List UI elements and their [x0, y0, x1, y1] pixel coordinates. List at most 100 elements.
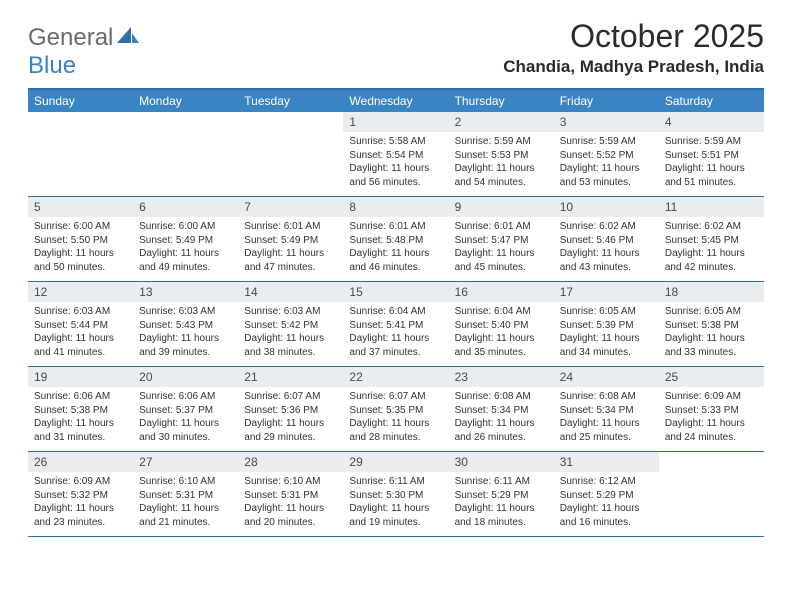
day-number	[659, 452, 764, 470]
sunrise-text: Sunrise: 6:11 AM	[455, 475, 548, 489]
day-number: 20	[133, 367, 238, 387]
day-cell: 5Sunrise: 6:00 AMSunset: 5:50 PMDaylight…	[28, 197, 133, 281]
day-cell: 21Sunrise: 6:07 AMSunset: 5:36 PMDayligh…	[238, 367, 343, 451]
daylight-text: Daylight: 11 hours and 25 minutes.	[560, 417, 653, 444]
sunrise-text: Sunrise: 6:11 AM	[349, 475, 442, 489]
day-number: 12	[28, 282, 133, 302]
daylight-text: Daylight: 11 hours and 29 minutes.	[244, 417, 337, 444]
daylight-text: Daylight: 11 hours and 51 minutes.	[665, 162, 758, 189]
empty-cell	[659, 452, 764, 536]
day-details: Sunrise: 6:07 AMSunset: 5:36 PMDaylight:…	[238, 387, 343, 450]
weekday-sunday: Sunday	[28, 90, 133, 112]
day-details: Sunrise: 6:03 AMSunset: 5:43 PMDaylight:…	[133, 302, 238, 365]
sunset-text: Sunset: 5:45 PM	[665, 234, 758, 248]
day-details: Sunrise: 6:00 AMSunset: 5:49 PMDaylight:…	[133, 217, 238, 280]
day-number: 24	[554, 367, 659, 387]
day-number: 11	[659, 197, 764, 217]
day-details: Sunrise: 6:11 AMSunset: 5:29 PMDaylight:…	[449, 472, 554, 535]
sunset-text: Sunset: 5:44 PM	[34, 319, 127, 333]
daylight-text: Daylight: 11 hours and 50 minutes.	[34, 247, 127, 274]
day-number: 25	[659, 367, 764, 387]
weekday-tuesday: Tuesday	[238, 90, 343, 112]
day-cell: 4Sunrise: 5:59 AMSunset: 5:51 PMDaylight…	[659, 112, 764, 196]
daylight-text: Daylight: 11 hours and 31 minutes.	[34, 417, 127, 444]
day-cell: 13Sunrise: 6:03 AMSunset: 5:43 PMDayligh…	[133, 282, 238, 366]
day-details: Sunrise: 6:12 AMSunset: 5:29 PMDaylight:…	[554, 472, 659, 535]
day-number: 16	[449, 282, 554, 302]
day-cell: 6Sunrise: 6:00 AMSunset: 5:49 PMDaylight…	[133, 197, 238, 281]
daylight-text: Daylight: 11 hours and 54 minutes.	[455, 162, 548, 189]
daylight-text: Daylight: 11 hours and 21 minutes.	[139, 502, 232, 529]
day-cell: 18Sunrise: 6:05 AMSunset: 5:38 PMDayligh…	[659, 282, 764, 366]
daylight-text: Daylight: 11 hours and 39 minutes.	[139, 332, 232, 359]
sunrise-text: Sunrise: 5:59 AM	[455, 135, 548, 149]
weekday-monday: Monday	[133, 90, 238, 112]
daylight-text: Daylight: 11 hours and 30 minutes.	[139, 417, 232, 444]
sunrise-text: Sunrise: 6:08 AM	[560, 390, 653, 404]
day-number: 26	[28, 452, 133, 472]
sunset-text: Sunset: 5:36 PM	[244, 404, 337, 418]
sunset-text: Sunset: 5:40 PM	[455, 319, 548, 333]
sunset-text: Sunset: 5:31 PM	[244, 489, 337, 503]
day-cell: 17Sunrise: 6:05 AMSunset: 5:39 PMDayligh…	[554, 282, 659, 366]
sunset-text: Sunset: 5:37 PM	[139, 404, 232, 418]
sunrise-text: Sunrise: 6:04 AM	[455, 305, 548, 319]
day-details: Sunrise: 6:03 AMSunset: 5:44 PMDaylight:…	[28, 302, 133, 365]
sunset-text: Sunset: 5:49 PM	[244, 234, 337, 248]
sunrise-text: Sunrise: 6:02 AM	[665, 220, 758, 234]
day-number: 30	[449, 452, 554, 472]
week-row: 12Sunrise: 6:03 AMSunset: 5:44 PMDayligh…	[28, 282, 764, 367]
day-cell: 28Sunrise: 6:10 AMSunset: 5:31 PMDayligh…	[238, 452, 343, 536]
daylight-text: Daylight: 11 hours and 43 minutes.	[560, 247, 653, 274]
sunrise-text: Sunrise: 6:03 AM	[34, 305, 127, 319]
empty-cell	[28, 112, 133, 196]
daylight-text: Daylight: 11 hours and 16 minutes.	[560, 502, 653, 529]
day-number	[238, 112, 343, 130]
daylight-text: Daylight: 11 hours and 37 minutes.	[349, 332, 442, 359]
sunset-text: Sunset: 5:38 PM	[34, 404, 127, 418]
empty-cell	[238, 112, 343, 196]
day-cell: 7Sunrise: 6:01 AMSunset: 5:49 PMDaylight…	[238, 197, 343, 281]
day-details: Sunrise: 6:08 AMSunset: 5:34 PMDaylight:…	[449, 387, 554, 450]
sunrise-text: Sunrise: 6:04 AM	[349, 305, 442, 319]
daylight-text: Daylight: 11 hours and 35 minutes.	[455, 332, 548, 359]
day-cell: 24Sunrise: 6:08 AMSunset: 5:34 PMDayligh…	[554, 367, 659, 451]
day-number: 13	[133, 282, 238, 302]
empty-cell	[133, 112, 238, 196]
day-cell: 23Sunrise: 6:08 AMSunset: 5:34 PMDayligh…	[449, 367, 554, 451]
sunrise-text: Sunrise: 6:03 AM	[244, 305, 337, 319]
day-cell: 20Sunrise: 6:06 AMSunset: 5:37 PMDayligh…	[133, 367, 238, 451]
sunrise-text: Sunrise: 6:09 AM	[34, 475, 127, 489]
sunrise-text: Sunrise: 6:09 AM	[665, 390, 758, 404]
weekday-wednesday: Wednesday	[343, 90, 448, 112]
sunset-text: Sunset: 5:41 PM	[349, 319, 442, 333]
daylight-text: Daylight: 11 hours and 42 minutes.	[665, 247, 758, 274]
day-number: 14	[238, 282, 343, 302]
sunrise-text: Sunrise: 6:10 AM	[244, 475, 337, 489]
sunrise-text: Sunrise: 6:01 AM	[349, 220, 442, 234]
weekday-header: SundayMondayTuesdayWednesdayThursdayFrid…	[28, 90, 764, 112]
daylight-text: Daylight: 11 hours and 53 minutes.	[560, 162, 653, 189]
sunset-text: Sunset: 5:50 PM	[34, 234, 127, 248]
sunset-text: Sunset: 5:32 PM	[34, 489, 127, 503]
sunrise-text: Sunrise: 6:06 AM	[34, 390, 127, 404]
day-details: Sunrise: 6:01 AMSunset: 5:49 PMDaylight:…	[238, 217, 343, 280]
daylight-text: Daylight: 11 hours and 18 minutes.	[455, 502, 548, 529]
sunset-text: Sunset: 5:46 PM	[560, 234, 653, 248]
day-details: Sunrise: 5:59 AMSunset: 5:51 PMDaylight:…	[659, 132, 764, 195]
day-details: Sunrise: 6:03 AMSunset: 5:42 PMDaylight:…	[238, 302, 343, 365]
sunset-text: Sunset: 5:38 PM	[665, 319, 758, 333]
day-details: Sunrise: 6:08 AMSunset: 5:34 PMDaylight:…	[554, 387, 659, 450]
day-cell: 27Sunrise: 6:10 AMSunset: 5:31 PMDayligh…	[133, 452, 238, 536]
day-number	[133, 112, 238, 130]
sunset-text: Sunset: 5:31 PM	[139, 489, 232, 503]
daylight-text: Daylight: 11 hours and 23 minutes.	[34, 502, 127, 529]
day-details: Sunrise: 6:09 AMSunset: 5:33 PMDaylight:…	[659, 387, 764, 450]
sunset-text: Sunset: 5:47 PM	[455, 234, 548, 248]
day-number: 1	[343, 112, 448, 132]
brand-text: General Blue	[28, 24, 139, 80]
day-cell: 19Sunrise: 6:06 AMSunset: 5:38 PMDayligh…	[28, 367, 133, 451]
sunrise-text: Sunrise: 6:08 AM	[455, 390, 548, 404]
day-cell: 22Sunrise: 6:07 AMSunset: 5:35 PMDayligh…	[343, 367, 448, 451]
sunrise-text: Sunrise: 6:00 AM	[139, 220, 232, 234]
